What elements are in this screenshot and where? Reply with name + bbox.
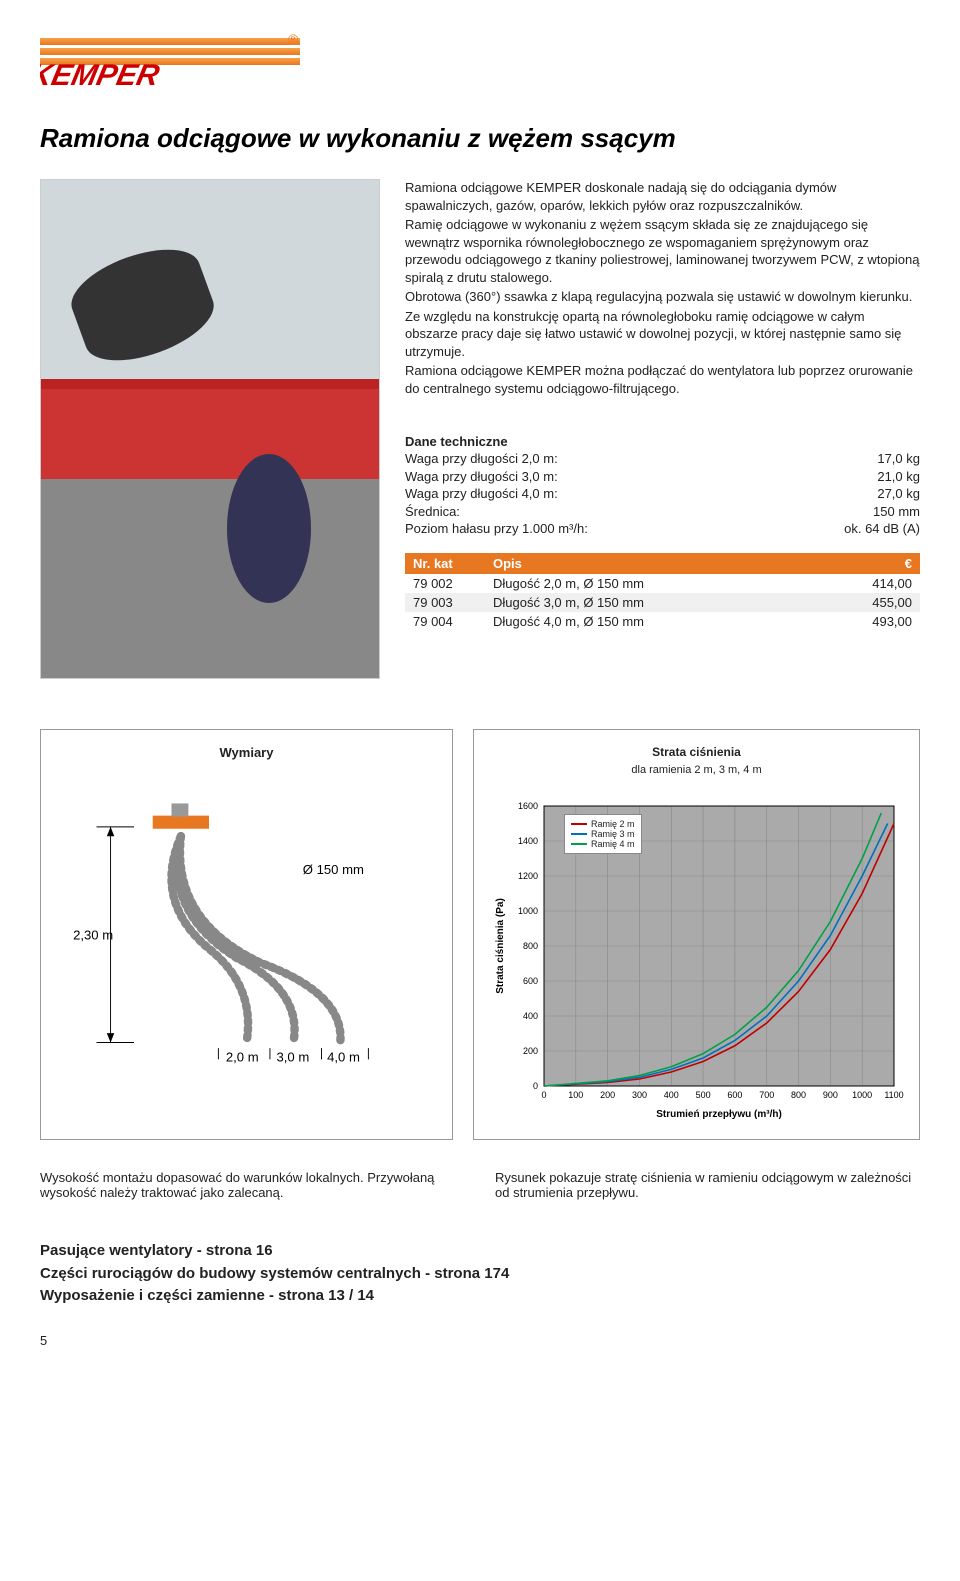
legend-item: Ramię 3 m — [571, 829, 635, 839]
brand-logo: KEMPER ® — [40, 30, 920, 93]
tech-row: Średnica:150 mm — [405, 503, 920, 521]
svg-text:800: 800 — [523, 941, 538, 951]
table-row: 79 003Długość 3,0 m, Ø 150 mm455,00 — [405, 593, 920, 612]
tech-row: Waga przy długości 4,0 m:27,0 kg — [405, 485, 920, 503]
dimensions-diagram: 2,30 m Ø 150 mm 2,0 m 3,0 m 4,0 m — [56, 780, 437, 1080]
col-kat: Nr. kat — [405, 553, 485, 574]
technical-data: Dane techniczne Waga przy długości 2,0 m… — [405, 433, 920, 538]
svg-text:4,0 m: 4,0 m — [327, 1049, 360, 1064]
svg-text:100: 100 — [568, 1090, 583, 1100]
reference-link: Części rurociągów do budowy systemów cen… — [40, 1263, 920, 1286]
svg-text:500: 500 — [696, 1090, 711, 1100]
desc-paragraph: Obrotowa (360°) ssawka z klapą regulacyj… — [405, 288, 920, 306]
pressure-chart: 0 100 200 300 400 500 600 700 800 900 1000 1100 0 200… — [489, 786, 904, 1121]
svg-text:900: 900 — [823, 1090, 838, 1100]
svg-text:Ø 150 mm: Ø 150 mm — [303, 862, 364, 877]
desc-paragraph: Ze względu na konstrukcję opartą na równ… — [405, 308, 920, 361]
desc-paragraph: Ramiona odciągowe KEMPER można podłączać… — [405, 362, 920, 397]
svg-text:3,0 m: 3,0 m — [277, 1049, 310, 1064]
svg-text:1000: 1000 — [852, 1090, 872, 1100]
dimensions-panel: Wymiary 2,30 m Ø 150 mm 2,0 m 3,0 — [40, 729, 453, 1140]
svg-text:400: 400 — [523, 1011, 538, 1021]
dimensions-title: Wymiary — [56, 745, 437, 760]
svg-text:600: 600 — [727, 1090, 742, 1100]
chart-title: Strata ciśnienia — [489, 745, 904, 759]
tech-row: Poziom hałasu przy 1.000 m³/h:ok. 64 dB … — [405, 520, 920, 538]
svg-text:2,0 m: 2,0 m — [226, 1049, 259, 1064]
svg-text:KEMPER: KEMPER — [40, 59, 162, 90]
table-row: 79 002Długość 2,0 m, Ø 150 mm414,00 — [405, 574, 920, 593]
reference-link: Pasujące wentylatory - strona 16 — [40, 1240, 920, 1263]
svg-text:0: 0 — [541, 1090, 546, 1100]
col-opis: Opis — [485, 553, 840, 574]
product-photo — [40, 179, 380, 679]
table-row: 79 004Długość 4,0 m, Ø 150 mm493,00 — [405, 612, 920, 631]
chart-subtitle: dla ramienia 2 m, 3 m, 4 m — [489, 764, 904, 776]
svg-text:1200: 1200 — [518, 871, 538, 881]
legend-item: Ramię 2 m — [571, 819, 635, 829]
svg-text:800: 800 — [791, 1090, 806, 1100]
legend-item: Ramię 4 m — [571, 839, 635, 849]
product-description: Ramiona odciągowe KEMPER doskonale nadaj… — [405, 179, 920, 398]
svg-text:Strata ciśnienia (Pa): Strata ciśnienia (Pa) — [495, 898, 506, 994]
svg-text:300: 300 — [632, 1090, 647, 1100]
svg-text:400: 400 — [664, 1090, 679, 1100]
svg-text:600: 600 — [523, 976, 538, 986]
order-table: Nr. kat Opis € 79 002Długość 2,0 m, Ø 15… — [405, 553, 920, 631]
svg-text:®: ® — [288, 31, 299, 47]
svg-text:200: 200 — [523, 1046, 538, 1056]
svg-text:2,30 m: 2,30 m — [73, 927, 113, 942]
svg-text:700: 700 — [759, 1090, 774, 1100]
page-number: 5 — [40, 1333, 920, 1348]
note-right: Rysunek pokazuje stratę ciśnienia w rami… — [495, 1170, 920, 1200]
tech-row: Waga przy długości 2,0 m:17,0 kg — [405, 450, 920, 468]
tech-data-title: Dane techniczne — [405, 433, 508, 451]
chart-legend: Ramię 2 mRamię 3 mRamię 4 m — [564, 814, 642, 854]
col-price: € — [840, 553, 920, 574]
svg-text:1600: 1600 — [518, 801, 538, 811]
svg-text:1000: 1000 — [518, 906, 538, 916]
svg-text:200: 200 — [600, 1090, 615, 1100]
reference-links: Pasujące wentylatory - strona 16Części r… — [40, 1240, 920, 1308]
svg-text:0: 0 — [533, 1081, 538, 1091]
page-title: Ramiona odciągowe w wykonaniu z wężem ss… — [40, 123, 920, 154]
tech-row: Waga przy długości 3,0 m:21,0 kg — [405, 468, 920, 486]
note-left: Wysokość montażu dopasować do warunków l… — [40, 1170, 465, 1200]
pressure-chart-panel: Strata ciśnienia dla ramienia 2 m, 3 m, … — [473, 729, 920, 1140]
svg-text:1400: 1400 — [518, 836, 538, 846]
desc-paragraph: Ramiona odciągowe KEMPER doskonale nadaj… — [405, 179, 920, 214]
svg-text:Strumień przepływu (m³/h): Strumień przepływu (m³/h) — [656, 1109, 782, 1120]
reference-link: Wyposażenie i części zamienne - strona 1… — [40, 1285, 920, 1308]
desc-paragraph: Ramię odciągowe w wykonaniu z wężem ssąc… — [405, 216, 920, 286]
svg-text:1100: 1100 — [884, 1090, 903, 1100]
